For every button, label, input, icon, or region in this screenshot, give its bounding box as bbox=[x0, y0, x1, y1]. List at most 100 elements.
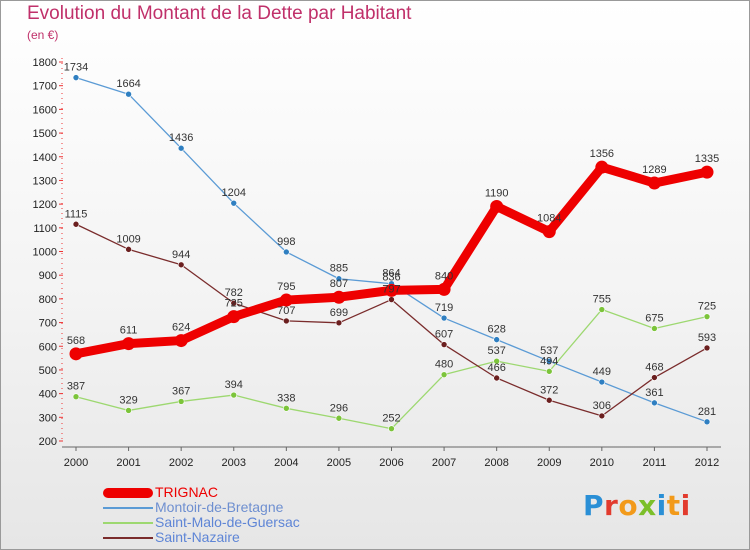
data-point bbox=[174, 334, 188, 348]
data-label: 387 bbox=[67, 381, 85, 393]
data-label: 252 bbox=[382, 413, 400, 425]
data-label: 1190 bbox=[485, 187, 509, 199]
legend-item: Saint-Malo-de-Guersac bbox=[103, 515, 300, 530]
legend-swatch bbox=[103, 487, 153, 498]
y-tick-label: 1700 bbox=[33, 81, 57, 93]
logo-letter: x bbox=[638, 489, 657, 522]
logo-letter: i bbox=[680, 489, 691, 522]
legend-label: TRIGNAC bbox=[155, 484, 218, 500]
data-point bbox=[230, 199, 238, 207]
data-point bbox=[388, 296, 395, 303]
data-point bbox=[125, 407, 132, 414]
data-point bbox=[545, 357, 553, 365]
data-label: 797 bbox=[382, 284, 400, 296]
chart-title: Evolution du Montant de la Dette par Hab… bbox=[27, 3, 412, 24]
data-point bbox=[388, 425, 395, 432]
data-label: 607 bbox=[435, 329, 453, 341]
data-point bbox=[703, 344, 711, 352]
data-label: 864 bbox=[382, 268, 400, 280]
legend-item: Montoir-de-Bretagne bbox=[103, 500, 300, 515]
data-label: 394 bbox=[225, 379, 243, 391]
data-label: 836 bbox=[382, 271, 400, 283]
data-point bbox=[598, 306, 606, 313]
data-point bbox=[177, 398, 185, 405]
data-point bbox=[595, 160, 609, 174]
y-tick-label: 200 bbox=[39, 436, 57, 448]
data-point bbox=[230, 391, 238, 399]
data-point bbox=[703, 418, 711, 426]
data-label: 338 bbox=[277, 392, 295, 404]
data-label: 480 bbox=[435, 359, 453, 371]
y-tick-label: 800 bbox=[39, 294, 57, 306]
data-point bbox=[72, 220, 80, 228]
x-tick-label: 2003 bbox=[222, 457, 246, 469]
data-label: 675 bbox=[645, 312, 663, 324]
data-point bbox=[493, 336, 500, 343]
data-point bbox=[440, 371, 448, 378]
data-point bbox=[125, 246, 132, 253]
y-tick-label: 1100 bbox=[33, 223, 57, 235]
data-point bbox=[177, 261, 185, 269]
data-point bbox=[598, 412, 606, 420]
data-point bbox=[437, 282, 451, 296]
data-point bbox=[651, 374, 658, 381]
data-label: 1664 bbox=[116, 78, 140, 90]
x-tick-label: 2004 bbox=[274, 457, 298, 469]
y-tick-label: 300 bbox=[39, 412, 57, 424]
data-point bbox=[335, 275, 343, 283]
data-point bbox=[227, 310, 241, 324]
data-label: 725 bbox=[225, 298, 243, 310]
data-label: 782 bbox=[225, 287, 243, 299]
data-label: 281 bbox=[698, 406, 716, 418]
chart-legend: TRIGNAC Montoir-de-Bretagne Saint-Malo-de-… bbox=[103, 485, 300, 545]
y-tick-label: 1300 bbox=[33, 175, 57, 187]
series-line-trignac bbox=[71, 162, 712, 359]
data-point bbox=[703, 313, 711, 320]
data-label: 367 bbox=[172, 385, 190, 397]
chart-lines bbox=[69, 74, 714, 432]
data-label: 998 bbox=[277, 236, 295, 248]
y-tick-label: 1600 bbox=[33, 104, 57, 116]
data-point bbox=[122, 337, 136, 351]
data-point bbox=[440, 341, 448, 348]
data-point bbox=[647, 176, 661, 190]
data-point bbox=[545, 396, 553, 404]
data-point bbox=[279, 293, 293, 307]
y-tick-label: 1400 bbox=[33, 152, 57, 164]
data-point bbox=[385, 283, 398, 297]
x-tick-label: 2007 bbox=[432, 457, 456, 469]
legend-item: Saint-Nazaire bbox=[103, 530, 300, 545]
data-point bbox=[542, 225, 556, 239]
chart-data-labels: 1734 1664 1436 1204 998 885 864 719 628 537 449 361… bbox=[64, 62, 719, 425]
data-point bbox=[125, 90, 132, 98]
data-point bbox=[69, 347, 83, 361]
data-label: 1356 bbox=[590, 148, 614, 160]
data-point bbox=[72, 74, 80, 81]
data-label: 611 bbox=[120, 325, 138, 337]
y-tick-label: 700 bbox=[39, 318, 57, 330]
data-label: 840 bbox=[435, 270, 453, 282]
data-label: 329 bbox=[119, 394, 137, 406]
data-label: 1115 bbox=[65, 208, 88, 220]
data-label: 466 bbox=[487, 362, 505, 374]
x-tick-label: 2006 bbox=[379, 457, 403, 469]
y-tick-label: 500 bbox=[39, 365, 57, 377]
logo-letter: P bbox=[583, 489, 605, 522]
data-point bbox=[177, 144, 185, 152]
data-label: 468 bbox=[645, 362, 663, 374]
data-label: 624 bbox=[172, 322, 190, 334]
logo-letter: r bbox=[604, 489, 619, 522]
y-tick-label: 600 bbox=[39, 341, 57, 353]
data-label: 449 bbox=[593, 366, 611, 378]
x-tick-label: 2010 bbox=[590, 457, 614, 469]
data-label: 707 bbox=[277, 305, 295, 317]
data-label: 372 bbox=[540, 384, 558, 396]
data-label: 725 bbox=[698, 301, 716, 313]
data-point bbox=[490, 199, 504, 213]
data-label: 1009 bbox=[116, 233, 140, 245]
data-label: 807 bbox=[330, 278, 348, 290]
logo-letter: i bbox=[656, 489, 667, 522]
data-point bbox=[651, 399, 658, 407]
data-label: 1436 bbox=[169, 132, 193, 144]
